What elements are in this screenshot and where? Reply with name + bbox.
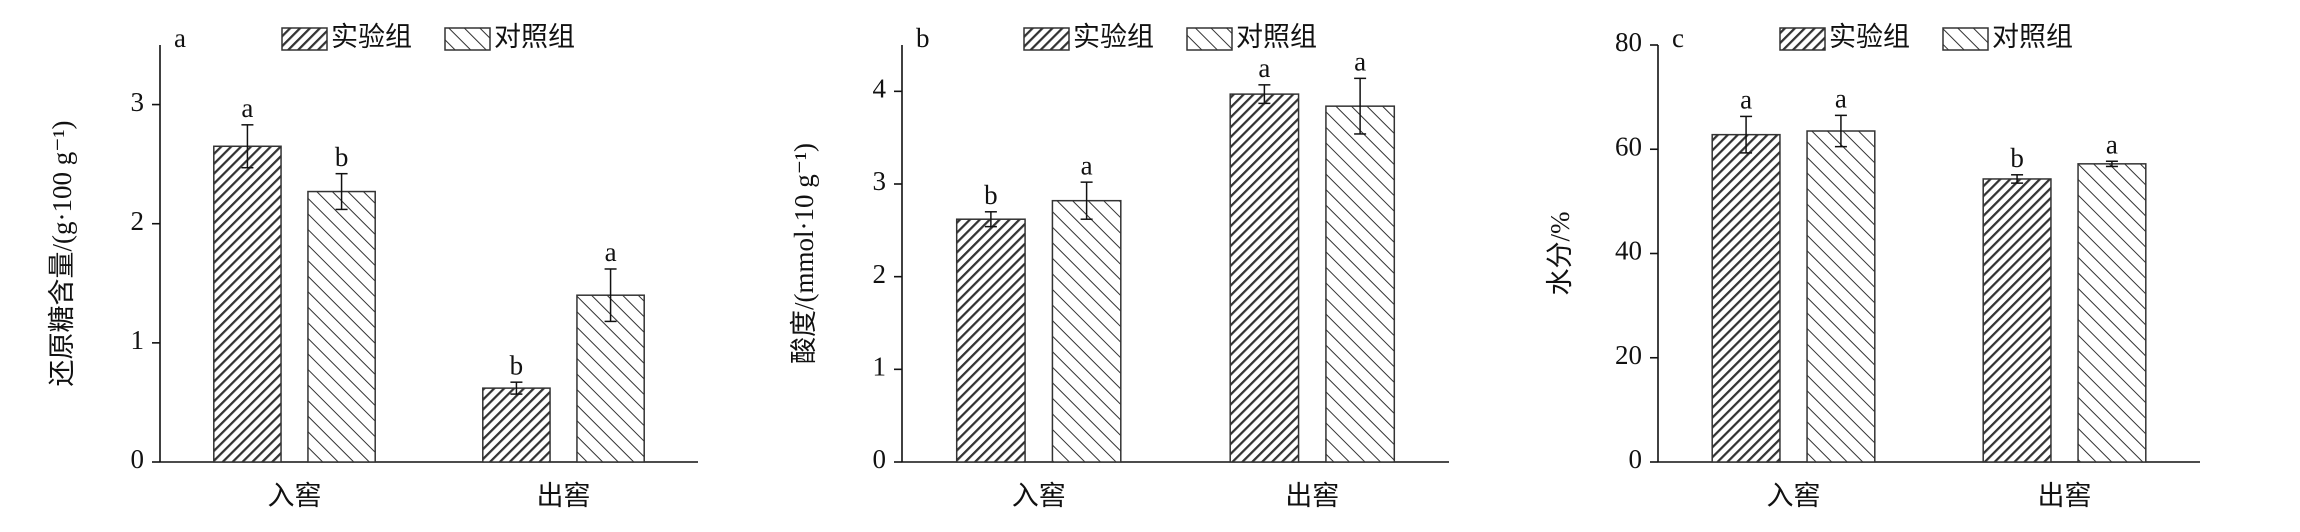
legend-label: 实验组: [1829, 22, 1910, 52]
significance-letter: b: [984, 180, 998, 210]
significance-letter: a: [241, 93, 253, 123]
y-tick-label: 0: [131, 444, 145, 474]
bar: [1806, 130, 1876, 463]
error-bar: [1740, 115, 1753, 154]
x-tick-label: 入窖: [268, 481, 322, 511]
error-bar: [604, 268, 617, 323]
significance-letter: a: [1258, 53, 1270, 83]
x-tick-label: 出窖: [1285, 481, 1339, 511]
legend-swatch: [1942, 27, 1989, 51]
significance-letter: b: [2010, 143, 2024, 173]
legend-label: 对照组: [1992, 22, 2073, 52]
legend-label: 对照组: [1236, 22, 1317, 52]
panel-label: c: [1672, 23, 1684, 53]
y-tick-label: 3: [131, 87, 145, 117]
panel-label: a: [174, 23, 186, 53]
legend-swatch: [1023, 27, 1070, 51]
bar: [1982, 178, 2052, 463]
y-axis-label: 水分/%: [1545, 212, 1575, 296]
significance-letter: a: [1081, 150, 1093, 180]
error-bar: [335, 172, 348, 211]
x-tick-label: 出窖: [537, 481, 591, 511]
y-tick-label: 2: [873, 259, 887, 289]
error-bar: [1080, 181, 1093, 220]
error-bar: [984, 211, 997, 228]
error-bar: [241, 124, 254, 169]
error-bar: [2105, 160, 2118, 168]
error-bar: [1354, 77, 1367, 135]
bar: [576, 294, 645, 463]
error-bar: [2011, 174, 2024, 184]
x-tick-label: 入窖: [1767, 481, 1821, 511]
x-tick-label: 入窖: [1012, 481, 1066, 511]
x-tick-label: 出窖: [2038, 481, 2092, 511]
y-axis-label: 酸度/(mmol·10 g⁻¹): [789, 143, 819, 364]
y-tick-label: 20: [1615, 340, 1642, 370]
bar: [482, 387, 551, 463]
bar: [1051, 199, 1122, 463]
y-tick-label: 4: [873, 74, 887, 104]
y-tick-label: 80: [1615, 27, 1642, 57]
y-tick-label: 40: [1615, 236, 1642, 266]
y-tick-label: 1: [873, 352, 887, 382]
significance-letter: a: [1354, 47, 1366, 77]
panel-label: b: [916, 23, 930, 53]
bar: [1325, 105, 1396, 463]
error-bar: [510, 381, 523, 395]
error-bar: [1258, 84, 1271, 105]
legend-label: 对照组: [494, 22, 575, 52]
legend-label: 实验组: [1073, 22, 1154, 52]
y-tick-label: 0: [873, 444, 887, 474]
y-tick-label: 2: [131, 206, 145, 236]
bar: [1711, 133, 1781, 463]
y-axis-label: 还原糖含量/(g·100 g⁻¹): [47, 120, 77, 386]
y-tick-label: 60: [1615, 131, 1642, 161]
bar: [213, 145, 282, 463]
significance-letter: b: [335, 142, 349, 172]
significance-letter: b: [510, 350, 524, 380]
legend-label: 实验组: [331, 22, 412, 52]
legend-swatch: [1186, 27, 1233, 51]
legend-swatch: [281, 27, 328, 51]
significance-letter: a: [1740, 85, 1752, 115]
bar: [2077, 163, 2147, 463]
error-bar: [1834, 114, 1847, 148]
bar: [955, 218, 1026, 463]
bar: [307, 190, 376, 463]
significance-letter: a: [605, 237, 617, 267]
significance-letter: a: [2106, 129, 2118, 159]
y-tick-label: 3: [873, 166, 887, 196]
bar: [1229, 93, 1300, 463]
legend-swatch: [444, 27, 491, 51]
y-tick-label: 1: [131, 325, 145, 355]
legend-swatch: [1779, 27, 1826, 51]
significance-letter: a: [1835, 84, 1847, 114]
y-tick-label: 0: [1629, 444, 1643, 474]
